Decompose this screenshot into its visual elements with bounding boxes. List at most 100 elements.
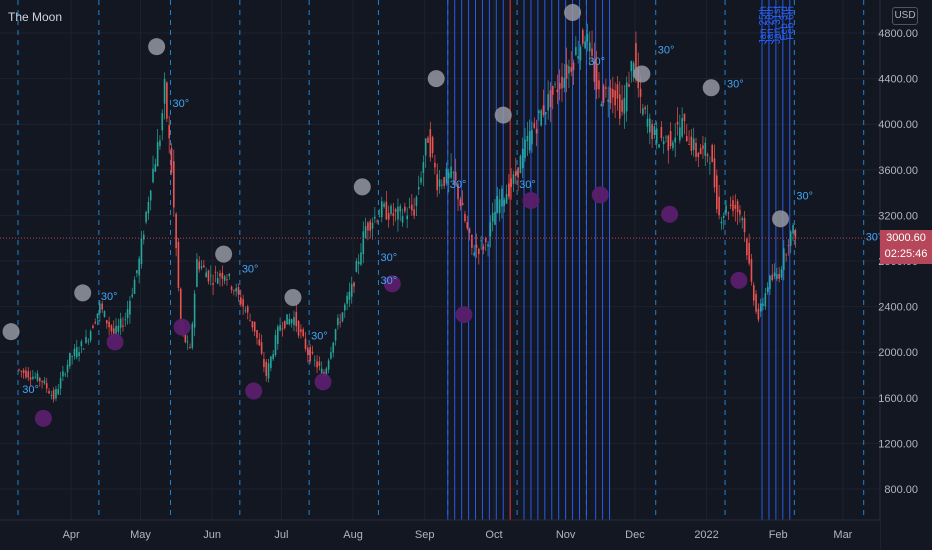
candle-body bbox=[404, 206, 406, 212]
purple-circle-marker bbox=[173, 318, 191, 336]
candle-body bbox=[78, 352, 80, 357]
candle-body bbox=[302, 329, 305, 337]
candle-body bbox=[480, 240, 482, 242]
candle-body bbox=[293, 317, 295, 326]
date-marker-label: Jan 31st bbox=[772, 6, 783, 44]
candle-body bbox=[658, 144, 660, 148]
y-tick-label: 1600.00 bbox=[878, 393, 918, 405]
candle-body bbox=[320, 368, 323, 374]
x-tick-label: Apr bbox=[63, 529, 80, 541]
angle-label: 30° bbox=[242, 263, 259, 275]
candle-body bbox=[360, 252, 362, 265]
candle-body bbox=[734, 204, 737, 209]
x-tick-label: Jul bbox=[274, 529, 288, 541]
candle-body bbox=[482, 246, 485, 250]
candle-body bbox=[461, 203, 464, 206]
candle-body bbox=[59, 378, 62, 389]
candle-body bbox=[427, 137, 429, 143]
candle-body bbox=[233, 290, 235, 292]
candle-body bbox=[140, 238, 143, 265]
candle-body bbox=[459, 199, 462, 207]
candle-body bbox=[226, 279, 228, 281]
candle-body bbox=[438, 179, 441, 187]
candle-body bbox=[18, 369, 20, 371]
candle-body bbox=[568, 66, 570, 74]
candle-body bbox=[669, 131, 672, 147]
time-axis-panel bbox=[0, 520, 880, 550]
candle-body bbox=[401, 216, 404, 223]
candle-body bbox=[145, 211, 147, 223]
candle-body bbox=[685, 136, 688, 142]
candle-body bbox=[228, 273, 231, 277]
candle-body bbox=[709, 162, 711, 164]
candle-body bbox=[759, 303, 762, 312]
x-tick-label: May bbox=[130, 529, 151, 541]
candle-body bbox=[434, 162, 436, 168]
candle-body bbox=[519, 155, 522, 174]
candle-body bbox=[41, 381, 43, 383]
candle-body bbox=[307, 347, 309, 356]
candle-body bbox=[508, 183, 510, 197]
candle-body bbox=[300, 329, 302, 332]
candle-body bbox=[22, 370, 25, 374]
candle-body bbox=[142, 234, 145, 240]
candle-body bbox=[43, 380, 46, 384]
candle-body bbox=[642, 108, 644, 115]
candle-body bbox=[350, 284, 353, 297]
candle-body bbox=[420, 177, 422, 183]
candle-body bbox=[512, 174, 515, 184]
candle-body bbox=[429, 129, 432, 158]
candle-body bbox=[209, 275, 212, 277]
candle-body bbox=[251, 321, 254, 328]
candle-body bbox=[729, 204, 732, 206]
y-tick-label: 4000.00 bbox=[878, 119, 918, 131]
candle-body bbox=[600, 104, 603, 106]
candle-body bbox=[411, 204, 413, 211]
gray-circle-marker bbox=[2, 323, 20, 341]
price-axis-panel bbox=[880, 0, 932, 550]
gray-circle-marker bbox=[494, 106, 512, 124]
candle-body bbox=[595, 63, 598, 90]
gray-circle-marker bbox=[427, 70, 445, 88]
candle-body bbox=[688, 144, 690, 145]
candle-body bbox=[367, 222, 369, 231]
candle-body bbox=[309, 347, 311, 362]
candle-body bbox=[152, 168, 154, 183]
y-tick-label: 2000.00 bbox=[878, 347, 918, 359]
candle-body bbox=[96, 313, 99, 319]
candle-body bbox=[618, 94, 621, 119]
purple-circle-marker bbox=[383, 275, 401, 293]
date-marker-label: Feb 3rd bbox=[779, 6, 790, 40]
candle-body bbox=[616, 84, 619, 99]
candle-body bbox=[526, 136, 529, 142]
candle-body bbox=[374, 216, 376, 219]
candle-body bbox=[743, 218, 746, 233]
candle-body bbox=[653, 126, 656, 135]
candle-body bbox=[690, 136, 693, 151]
currency-button[interactable]: USD bbox=[892, 7, 918, 25]
candle-body bbox=[253, 321, 256, 332]
candle-body bbox=[82, 348, 85, 350]
candle-body bbox=[108, 321, 110, 328]
candle-body bbox=[147, 201, 150, 214]
candle-body bbox=[316, 361, 318, 368]
candle-body bbox=[558, 82, 561, 89]
candle-body bbox=[62, 371, 64, 377]
candle-body bbox=[607, 99, 610, 102]
candle-body bbox=[29, 377, 32, 380]
candle-body bbox=[32, 376, 34, 379]
candle-body bbox=[764, 293, 767, 307]
candle-body bbox=[542, 105, 545, 116]
candle-body bbox=[332, 342, 335, 353]
candle-body bbox=[621, 100, 623, 112]
candle-body bbox=[205, 272, 207, 278]
candle-body bbox=[531, 129, 533, 145]
candle-body bbox=[517, 167, 519, 178]
candle-body bbox=[711, 145, 713, 163]
x-tick-label: Feb bbox=[769, 529, 788, 541]
x-tick-label: Dec bbox=[625, 529, 645, 541]
candle-body bbox=[408, 206, 411, 208]
candle-body bbox=[397, 206, 399, 220]
